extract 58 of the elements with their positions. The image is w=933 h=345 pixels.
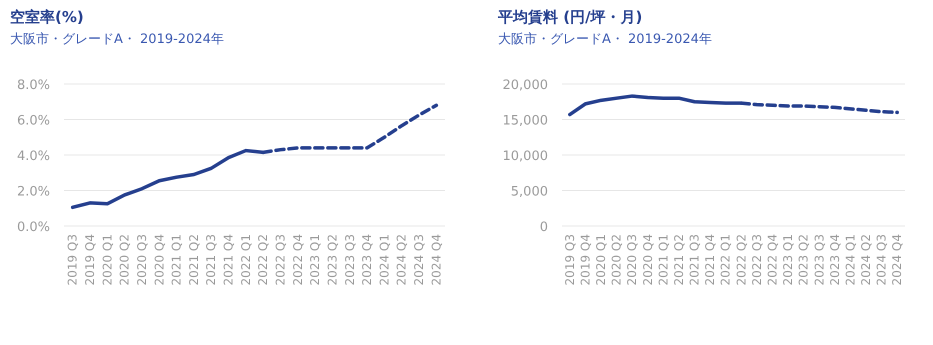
y-tick-label: 5,000 xyxy=(510,184,548,200)
x-tick-label: 2024 Q2 xyxy=(859,234,874,286)
x-tick-label: 2019 Q4 xyxy=(82,234,97,286)
chart-subtitle: 大阪市・グレードA・ 2019-2024年 xyxy=(498,32,712,47)
x-tick-label: 2023 Q3 xyxy=(342,234,357,286)
x-tick-label: 2020 Q2 xyxy=(610,234,624,286)
x-tick-label: 2022 Q3 xyxy=(750,234,764,286)
x-tick-label: 2019 Q3 xyxy=(66,234,80,286)
y-tick-label: 2.0% xyxy=(16,184,50,200)
x-tick-label: 2020 Q3 xyxy=(134,234,149,286)
chart-title: 平均賃料 (円/坪・月) xyxy=(497,8,642,26)
x-tick-label: 2024 Q1 xyxy=(377,234,392,286)
x-tick-label: 2021 Q2 xyxy=(672,234,686,286)
x-tick-label: 2019 Q3 xyxy=(562,234,577,286)
x-tick-label: 2024 Q4 xyxy=(890,234,904,286)
x-tick-label: 2023 Q1 xyxy=(308,234,322,286)
x-tick-label: 2020 Q1 xyxy=(100,234,114,286)
chart-title: 空室率(%) xyxy=(10,8,84,26)
x-tick-label: 2022 Q1 xyxy=(238,234,253,286)
y-tick-label: 20,000 xyxy=(502,78,548,93)
x-tick-label: 2021 Q3 xyxy=(688,234,702,286)
x-tick-label: 2022 Q3 xyxy=(273,234,288,286)
x-tick-label: 2023 Q2 xyxy=(796,234,811,286)
x-tick-label: 2024 Q2 xyxy=(394,234,409,286)
x-tick-label: 2022 Q2 xyxy=(734,234,748,286)
chart-subtitle: 大阪市・グレードA・ 2019-2024年 xyxy=(10,32,224,47)
x-tick-label: 2020 Q4 xyxy=(152,234,166,286)
x-tick-label: 2023 Q1 xyxy=(781,234,796,286)
x-tick-label: 2023 Q4 xyxy=(360,234,374,286)
x-tick-label: 2022 Q4 xyxy=(765,234,780,286)
x-tick-label: 2020 Q3 xyxy=(625,234,640,286)
y-tick-label: 6.0% xyxy=(16,114,50,128)
y-tick-label: 8.0% xyxy=(16,78,50,93)
x-tick-label: 2020 Q4 xyxy=(640,234,655,286)
x-tick-label: 2021 Q2 xyxy=(186,234,201,286)
x-tick-label: 2019 Q4 xyxy=(578,234,592,286)
x-tick-label: 2021 Q4 xyxy=(703,234,718,286)
x-tick-label: 2021 Q1 xyxy=(656,234,670,286)
x-tick-label: 2024 Q4 xyxy=(429,234,444,286)
x-tick-label: 2022 Q1 xyxy=(718,234,733,286)
x-tick-label: 2022 Q4 xyxy=(290,234,305,286)
x-tick-label: 2021 Q1 xyxy=(170,234,184,286)
x-tick-label: 2024 Q3 xyxy=(874,234,889,286)
y-tick-label: 10,000 xyxy=(502,149,548,164)
x-tick-label: 2023 Q3 xyxy=(812,234,826,286)
y-tick-label: 0 xyxy=(540,220,548,235)
x-tick-label: 2021 Q3 xyxy=(204,234,218,286)
x-tick-label: 2022 Q2 xyxy=(256,234,270,286)
x-tick-label: 2021 Q4 xyxy=(222,234,236,286)
y-tick-label: 15,000 xyxy=(502,114,548,128)
x-tick-label: 2023 Q2 xyxy=(325,234,340,286)
x-tick-label: 2020 Q2 xyxy=(118,234,132,286)
x-tick-label: 2023 Q4 xyxy=(828,234,842,286)
y-tick-label: 4.0% xyxy=(16,149,50,164)
x-tick-label: 2024 Q1 xyxy=(843,234,858,286)
x-tick-label: 2024 Q3 xyxy=(412,234,426,286)
y-tick-label: 0.0% xyxy=(16,220,50,235)
x-tick-label: 2020 Q1 xyxy=(594,234,608,286)
